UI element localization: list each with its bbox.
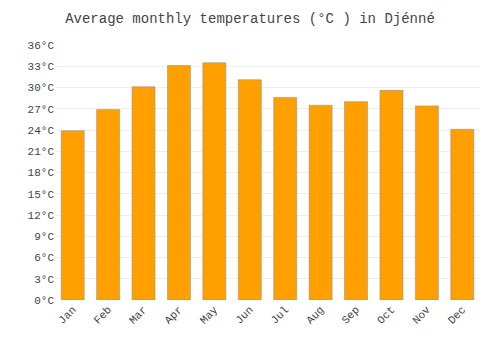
svg-text:0°C: 0°C <box>34 295 54 307</box>
svg-text:33°C: 33°C <box>28 61 55 73</box>
svg-text:Oct: Oct <box>375 304 397 326</box>
svg-text:36°C: 36°C <box>28 40 55 52</box>
svg-text:9°C: 9°C <box>34 231 54 243</box>
svg-text:Mar: Mar <box>127 304 149 326</box>
svg-text:Jan: Jan <box>56 304 78 326</box>
svg-text:6°C: 6°C <box>34 252 54 264</box>
svg-text:Nov: Nov <box>410 304 433 327</box>
svg-text:Average monthly temperatures (: Average monthly temperatures (°C ) in Dj… <box>65 11 435 27</box>
svg-text:Jul: Jul <box>269 304 291 326</box>
svg-text:3°C: 3°C <box>34 274 54 286</box>
svg-text:Apr: Apr <box>162 304 184 326</box>
svg-text:Jun: Jun <box>233 304 255 326</box>
svg-text:Feb: Feb <box>92 304 114 326</box>
svg-text:18°C: 18°C <box>28 167 55 179</box>
svg-text:21°C: 21°C <box>28 146 55 158</box>
svg-text:24°C: 24°C <box>28 125 55 137</box>
svg-text:Aug: Aug <box>304 304 326 326</box>
svg-text:27°C: 27°C <box>28 104 55 116</box>
svg-text:30°C: 30°C <box>28 82 55 94</box>
svg-text:May: May <box>198 304 221 327</box>
svg-text:Dec: Dec <box>446 304 468 326</box>
svg-text:12°C: 12°C <box>28 210 55 222</box>
svg-text:15°C: 15°C <box>28 189 55 201</box>
svg-text:Sep: Sep <box>340 304 362 326</box>
